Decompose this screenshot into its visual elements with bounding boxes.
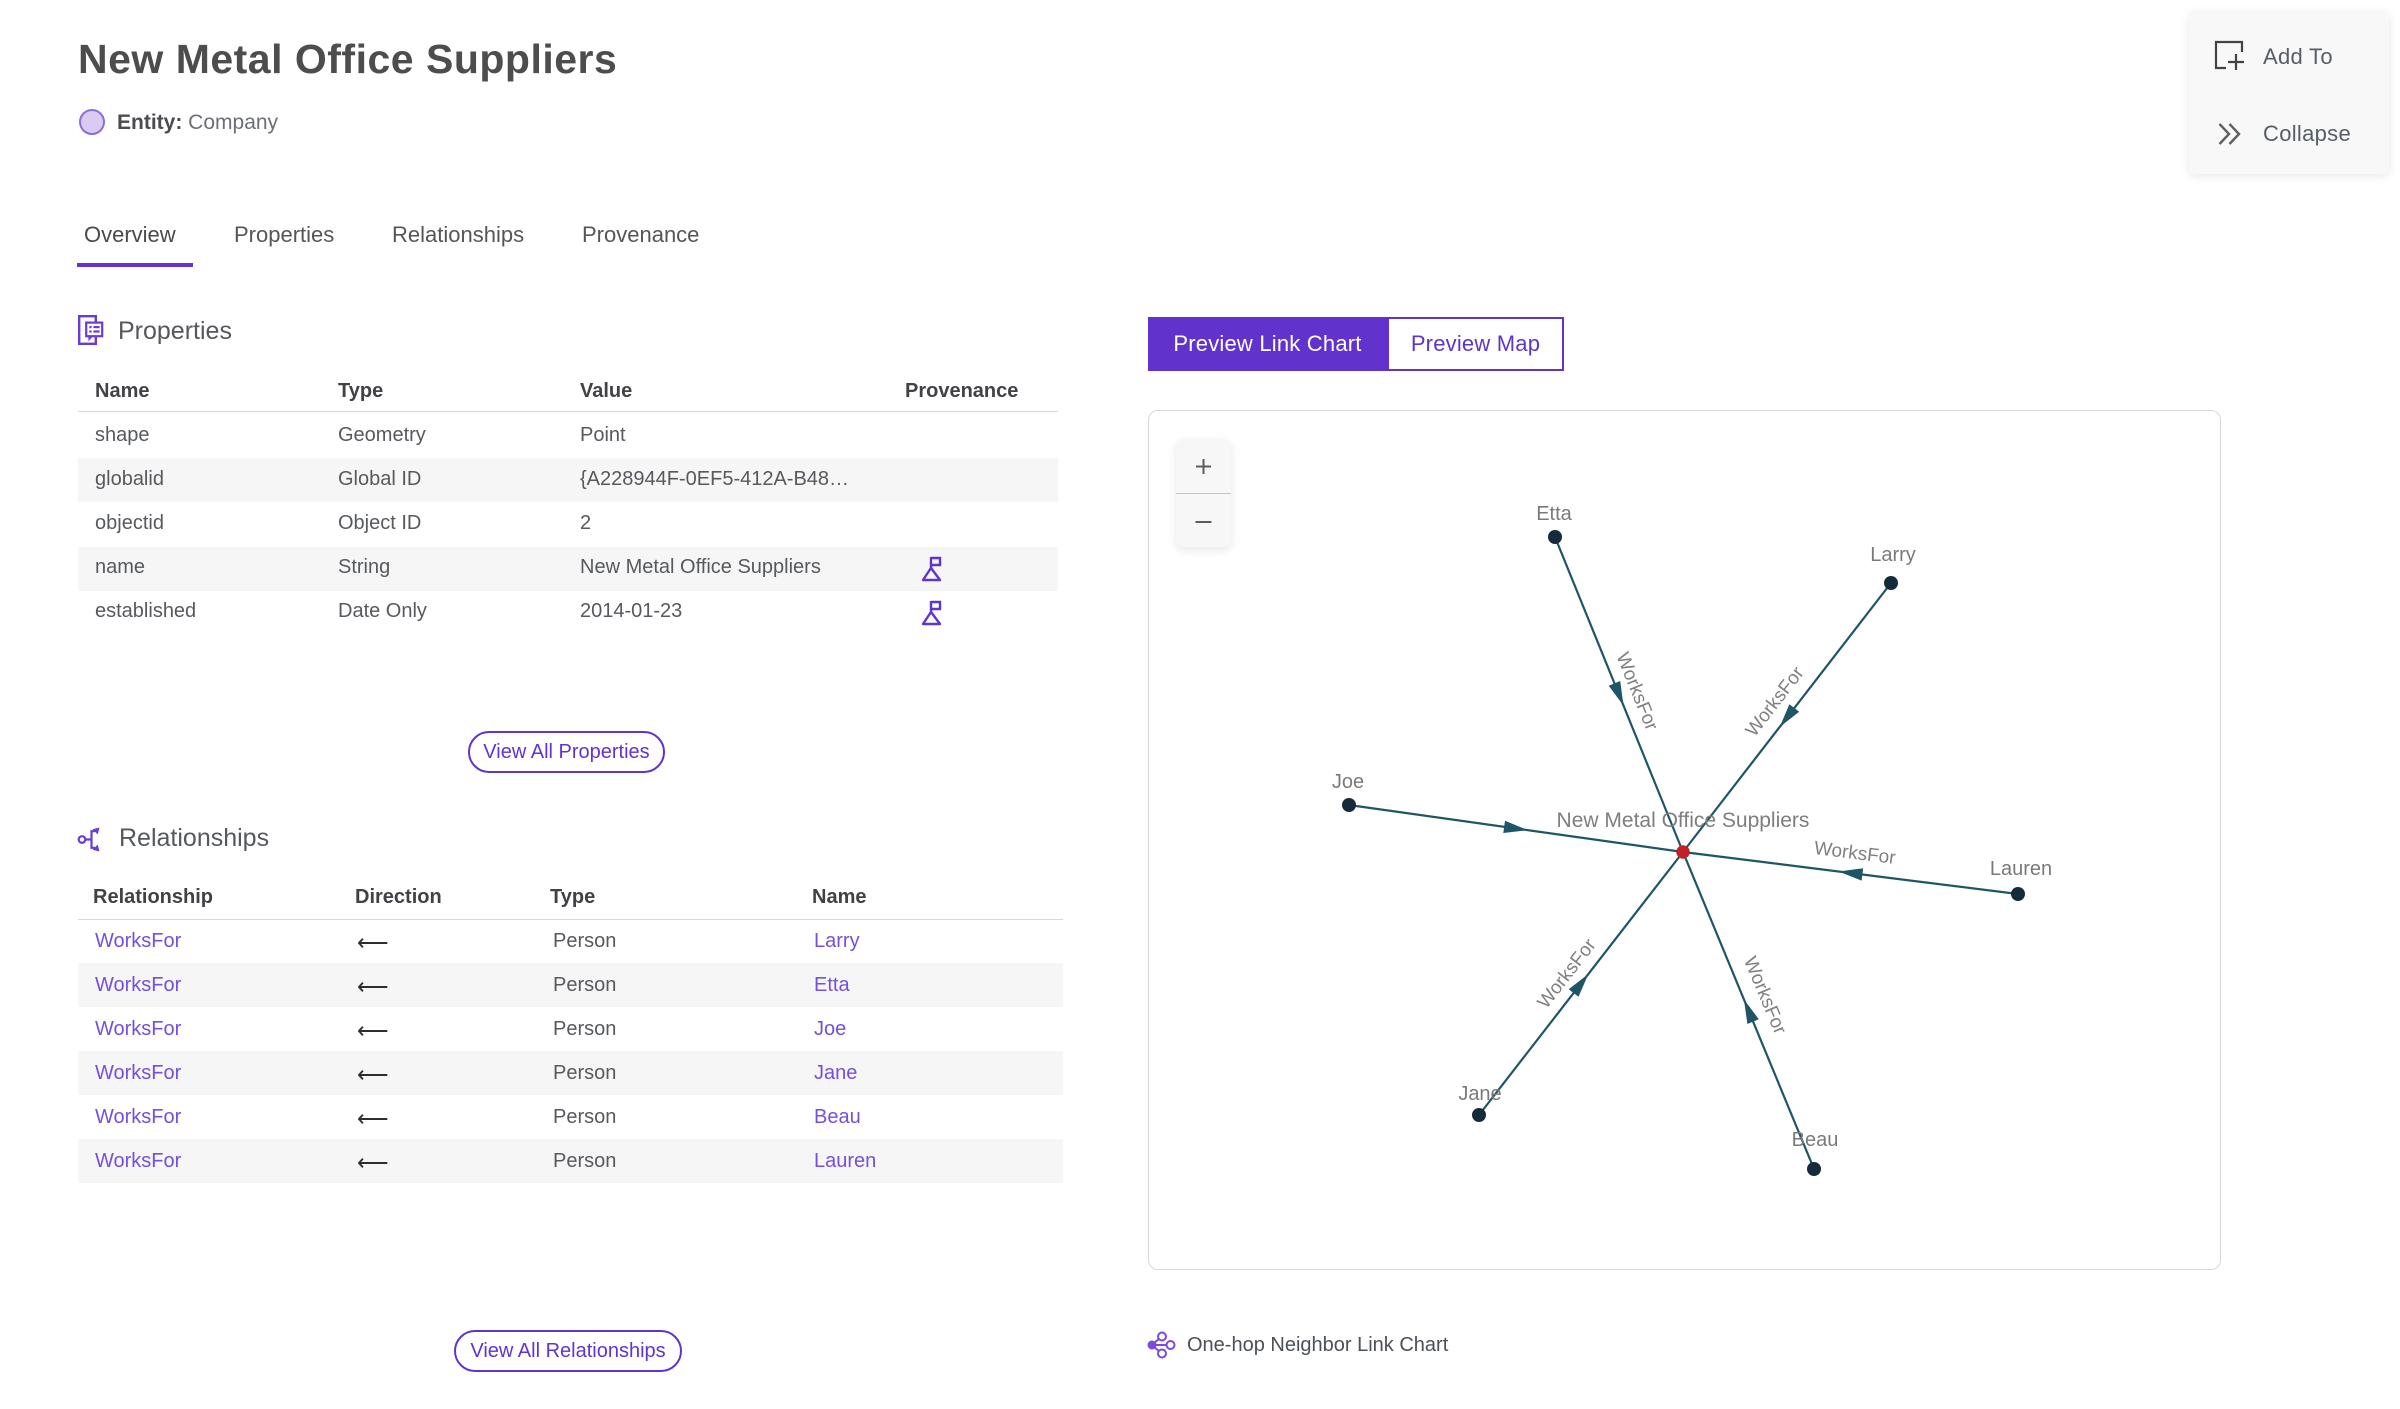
svg-text:Lauren: Lauren [1990, 858, 2052, 880]
svg-text:Larry: Larry [1870, 544, 1916, 566]
svg-text:Joe: Joe [1332, 771, 1364, 793]
svg-text:Beau: Beau [1792, 1129, 1839, 1151]
svg-text:Etta: Etta [1536, 503, 1572, 525]
svg-text:Jane: Jane [1458, 1083, 1501, 1105]
svg-text:New Metal Office Suppliers: New Metal Office Suppliers [1557, 809, 1810, 832]
svg-text:WorksFor: WorksFor [1739, 954, 1790, 1038]
svg-text:WorksFor: WorksFor [1813, 838, 1898, 869]
